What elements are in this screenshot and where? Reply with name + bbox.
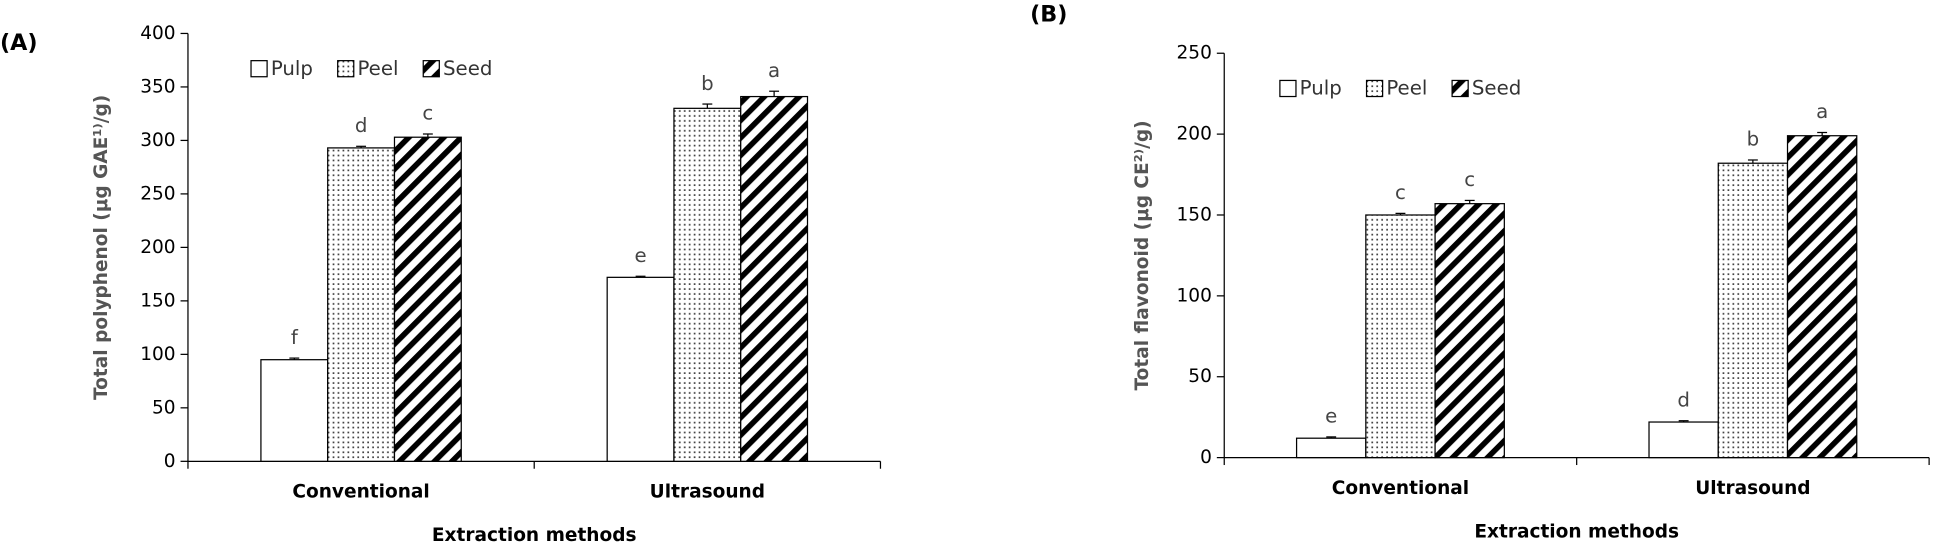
bar	[1365, 214, 1436, 459]
legend-label: Peel	[357, 57, 398, 80]
error-bar	[1678, 420, 1689, 423]
significance-letter: d	[355, 114, 368, 137]
legend-swatch	[337, 60, 355, 78]
legend-label: Pulp	[1300, 77, 1342, 100]
legend-swatch	[250, 60, 268, 78]
significance-letter: c	[1464, 168, 1475, 191]
bar	[327, 147, 396, 462]
bar	[1648, 421, 1719, 459]
bar	[1295, 437, 1367, 459]
bar	[260, 359, 329, 462]
panel-label: (B)	[1030, 1, 1067, 27]
x-tick-label: Conventional	[292, 482, 429, 503]
y-axis-title: Total polyphenol (μg GAE¹⁾/g)	[91, 95, 112, 400]
y-tick-label: 150	[1176, 204, 1211, 225]
error-bar	[635, 275, 646, 278]
significance-letter: a	[768, 59, 780, 82]
significance-letter: e	[634, 244, 646, 267]
error-bar	[289, 357, 300, 360]
legend-swatch	[422, 60, 440, 78]
bar	[393, 136, 462, 462]
y-tick-label: 100	[1176, 285, 1211, 306]
bar	[1434, 203, 1505, 459]
bar	[673, 107, 742, 462]
error-bar	[1395, 212, 1406, 215]
error-bar	[1817, 131, 1828, 136]
y-tick-label: 200	[140, 237, 175, 258]
y-tick-label: 200	[1176, 124, 1211, 145]
error-bar	[1326, 436, 1337, 439]
error-bar	[422, 133, 433, 138]
legend-swatch	[1365, 79, 1384, 98]
error-bar	[702, 103, 713, 109]
significance-letter: b	[701, 72, 714, 95]
bar	[1717, 162, 1789, 459]
y-tick-label: 0	[164, 451, 176, 472]
y-tick-label: 400	[140, 23, 175, 44]
legend-label: Pulp	[271, 57, 313, 80]
bar	[1786, 135, 1858, 459]
x-tick-label: Conventional	[1332, 478, 1469, 499]
y-axis-title: Total flavonoid (μg CE²⁾/g)	[1132, 120, 1153, 390]
significance-letter: c	[422, 102, 433, 125]
bar	[740, 95, 809, 462]
y-tick-label: 100	[140, 344, 175, 365]
y-tick-label: 50	[152, 397, 176, 418]
y-tick-label: 150	[140, 290, 175, 311]
y-tick-label: 0	[1200, 447, 1212, 468]
error-bar	[769, 90, 780, 97]
legend-label: Seed	[443, 57, 492, 80]
significance-letter: c	[1395, 181, 1406, 204]
error-bar	[356, 145, 367, 148]
bar	[606, 276, 675, 462]
legend-swatch	[1279, 79, 1297, 98]
error-bar	[1747, 159, 1758, 164]
legend-swatch	[1451, 79, 1469, 98]
significance-letter: e	[1325, 405, 1337, 428]
y-tick-label: 300	[140, 130, 175, 151]
y-tick-label: 250	[1176, 43, 1211, 64]
x-tick-label: Ultrasound	[650, 482, 765, 503]
significance-letter: b	[1747, 128, 1760, 151]
significance-letter: f	[291, 326, 299, 349]
significance-letter: d	[1677, 388, 1690, 411]
panel-label: (A)	[0, 30, 38, 56]
y-tick-label: 350	[140, 76, 175, 97]
x-tick-label: Ultrasound	[1695, 478, 1810, 499]
y-tick-label: 50	[1188, 366, 1212, 387]
x-axis-title: Extraction methods	[1474, 521, 1679, 542]
error-bar	[1464, 199, 1475, 204]
legend-label: Seed	[1472, 77, 1521, 100]
legend-label: Peel	[1386, 77, 1427, 100]
significance-letter: a	[1816, 100, 1828, 123]
x-axis-title: Extraction methods	[432, 525, 637, 543]
y-tick-label: 250	[140, 183, 175, 204]
